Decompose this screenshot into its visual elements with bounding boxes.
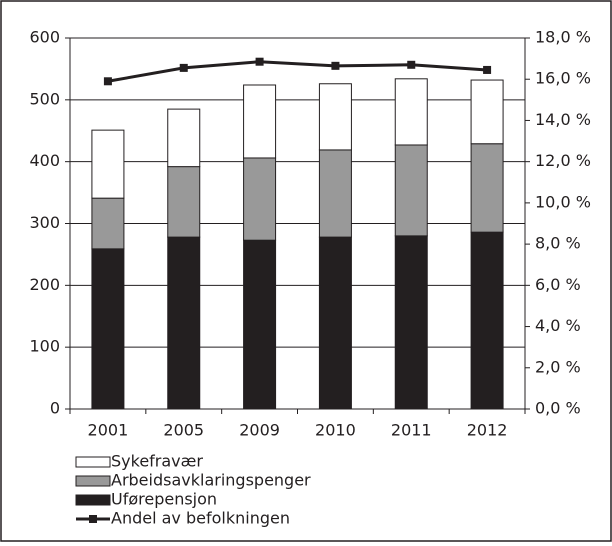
bar-segment — [470, 231, 504, 410]
bar-segment — [318, 149, 352, 238]
legend-label: Uførepensjon — [111, 490, 217, 509]
bar-segment — [91, 197, 125, 250]
y2-tick-label: 8,0 % — [535, 234, 581, 253]
bar-segment — [243, 84, 277, 159]
bar-segment — [91, 248, 125, 410]
legend-swatch — [75, 456, 111, 468]
legend-label: Sykefravær — [111, 452, 203, 471]
bar-segment — [394, 235, 428, 410]
y2-tick-label: 0,0 % — [535, 399, 581, 418]
bar-segment — [394, 78, 428, 146]
y-tick-label: 500 — [29, 89, 60, 108]
line-marker — [179, 63, 188, 72]
bar-segment — [167, 166, 201, 238]
y-tick-label: 100 — [29, 337, 60, 356]
bar-segment — [91, 129, 125, 199]
legend-marker — [89, 515, 97, 523]
legend-swatch — [75, 494, 111, 506]
y-tick-label: 400 — [29, 151, 60, 170]
bar-segment — [243, 157, 277, 241]
y2-tick-label: 12,0 % — [535, 151, 591, 170]
line — [107, 60, 488, 83]
line-marker — [331, 61, 340, 70]
y-tick-label: 0 — [50, 399, 60, 418]
y2-tick-label: 2,0 % — [535, 357, 581, 376]
x-tick-label: 2001 — [88, 421, 129, 440]
bar-segment — [470, 79, 504, 145]
bar-segment — [318, 83, 352, 151]
legend-label: Andel av befolkningen — [111, 509, 290, 528]
bar-segment — [470, 143, 504, 233]
line-marker — [407, 60, 416, 69]
y-tick-label: 600 — [29, 28, 60, 47]
legend-label: Arbeidsavklaringspenger — [111, 471, 311, 490]
bar-segment — [167, 108, 201, 168]
line-marker — [255, 57, 264, 66]
x-tick-label: 2011 — [391, 421, 432, 440]
bar-segment — [318, 236, 352, 410]
y-tick-label: 200 — [29, 275, 60, 294]
y2-tick-label: 10,0 % — [535, 192, 591, 211]
line-marker — [103, 77, 112, 86]
bar-segment — [394, 144, 428, 237]
y2-tick-label: 18,0 % — [535, 28, 591, 47]
bar-segment — [243, 239, 277, 410]
y2-tick-label: 16,0 % — [535, 69, 591, 88]
line-marker — [483, 65, 492, 74]
legend-swatch — [75, 475, 111, 487]
x-tick-label: 2005 — [163, 421, 204, 440]
x-tick-label: 2012 — [467, 421, 508, 440]
x-tick-label: 2009 — [239, 421, 280, 440]
y2-tick-label: 6,0 % — [535, 275, 581, 294]
bar-segment — [167, 236, 201, 410]
y-tick-label: 300 — [29, 213, 60, 232]
y2-tick-label: 14,0 % — [535, 110, 591, 129]
x-tick-label: 2010 — [315, 421, 356, 440]
y2-tick-label: 4,0 % — [535, 316, 581, 335]
